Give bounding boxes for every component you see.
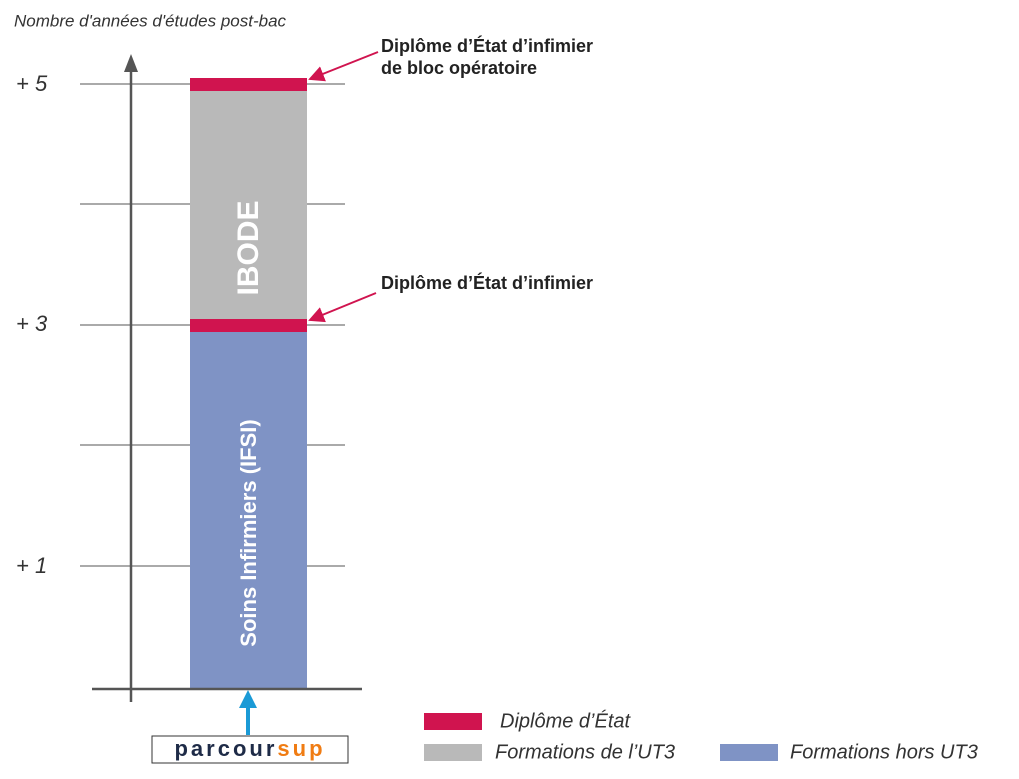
annotation-arrow — [308, 292, 377, 323]
annotation: Diplôme d’État d’infimier — [381, 272, 593, 293]
axis-label: + 1 — [16, 553, 47, 578]
legend-label: Diplôme d’État — [500, 709, 632, 732]
logo-box — [151, 735, 349, 764]
entry-arrow-head — [239, 690, 257, 708]
segment-label: Soins Infirmiers (IFSI) — [236, 419, 261, 646]
ifsi-bar — [190, 332, 307, 689]
logo-part: sup — [277, 736, 325, 761]
legend-swatch — [424, 744, 482, 761]
logo: parcoursup — [174, 736, 325, 761]
ibode-bar — [190, 91, 307, 319]
axis-label: + 5 — [16, 71, 48, 96]
legend-label: Formations de l’UT3 — [495, 741, 675, 763]
diploma-bar — [190, 319, 307, 332]
logo-part: parcour — [174, 736, 277, 761]
legend-swatch — [720, 744, 778, 761]
axis-arrow — [124, 54, 138, 72]
segment-label: IBODE — [232, 200, 265, 295]
diploma-bar — [190, 78, 307, 91]
annotation: de bloc opératoire — [381, 58, 537, 78]
annotation: Diplôme d’État d’infimier — [381, 35, 593, 56]
legend-swatch — [424, 713, 482, 730]
title: Nombre d'années d'études post-bac — [14, 11, 287, 30]
annotation-arrow — [308, 51, 379, 82]
axis-label: + 3 — [16, 311, 48, 336]
legend-label: Formations hors UT3 — [790, 741, 978, 763]
